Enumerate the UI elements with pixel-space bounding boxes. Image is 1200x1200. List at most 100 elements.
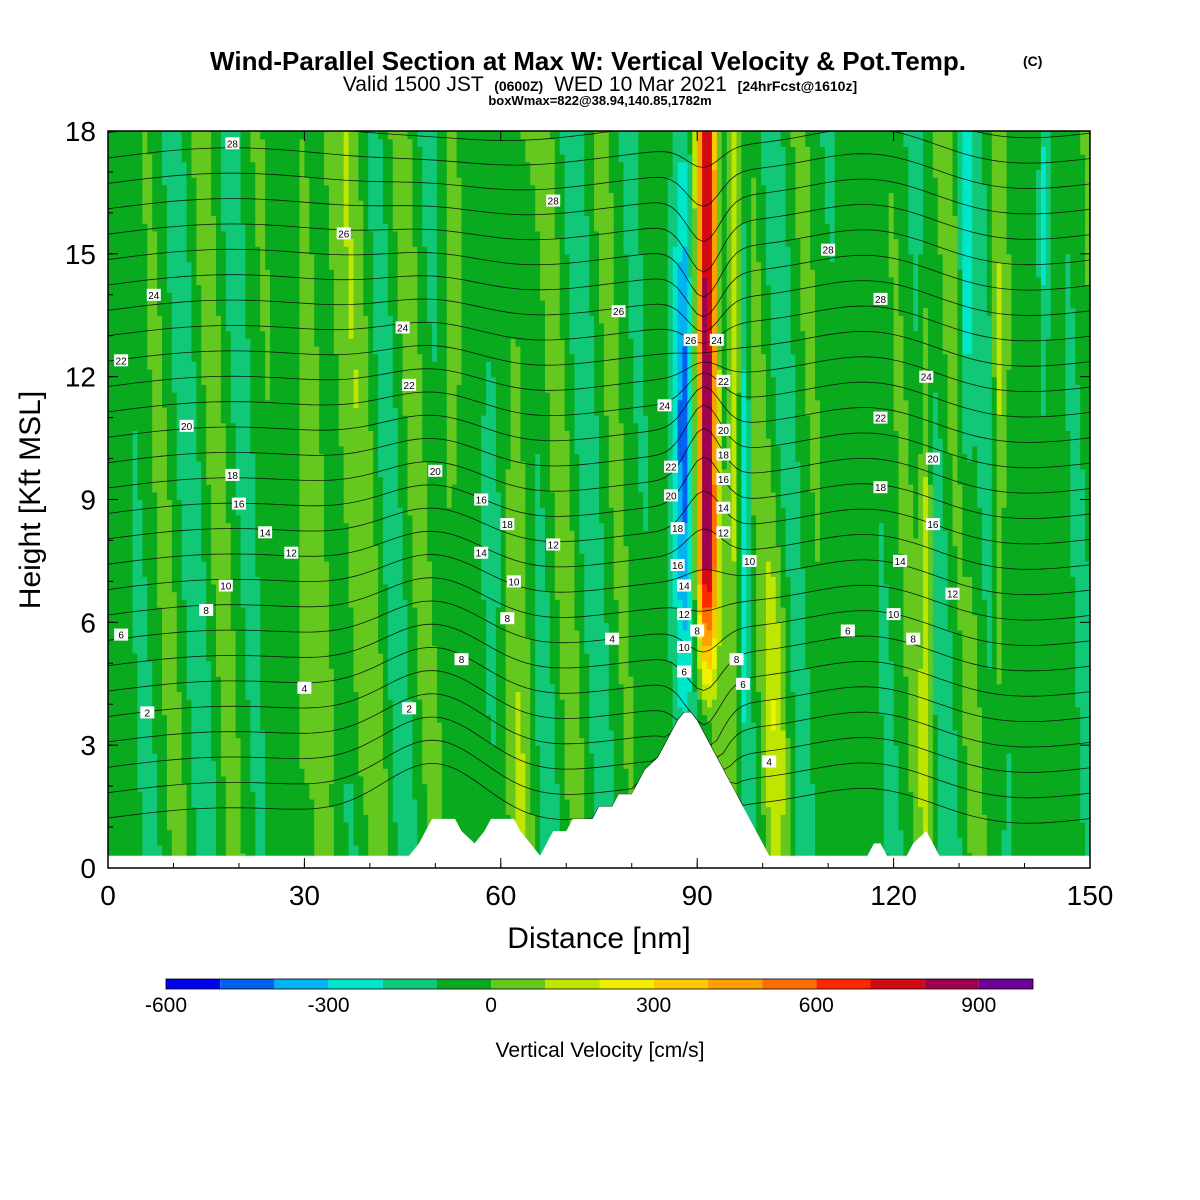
field-cell <box>314 814 320 822</box>
field-cell <box>187 837 193 845</box>
field-cell <box>191 185 197 193</box>
field-cell <box>172 714 178 722</box>
field-cell <box>167 707 173 715</box>
field-cell <box>319 622 325 630</box>
field-cell <box>221 438 227 446</box>
field-cell <box>128 837 134 845</box>
field-cell <box>147 684 153 692</box>
field-cell <box>206 645 212 653</box>
field-cell <box>182 745 188 753</box>
field-cell <box>113 338 119 346</box>
field-cell <box>137 354 143 362</box>
field-cell <box>191 653 197 661</box>
field-cell <box>290 691 296 699</box>
field-cell <box>108 453 114 461</box>
field-cell <box>123 423 129 431</box>
field-cell <box>295 331 301 339</box>
field-cell <box>334 246 340 254</box>
field-cell <box>358 569 364 577</box>
field-cell <box>255 308 261 316</box>
field-cell <box>206 131 212 139</box>
field-cell <box>334 592 340 600</box>
field-cell <box>191 392 197 400</box>
field-cell <box>245 469 251 477</box>
field-cell <box>137 745 143 753</box>
field-cell <box>226 438 232 446</box>
field-cell <box>241 784 247 792</box>
field-cell <box>108 584 114 592</box>
field-cell <box>206 476 212 484</box>
field-cell <box>108 438 114 446</box>
field-cell <box>334 661 340 669</box>
field-cell <box>211 576 217 584</box>
field-cell <box>260 438 266 446</box>
field-cell <box>299 561 305 569</box>
field-cell <box>299 837 305 845</box>
field-cell <box>334 208 340 216</box>
field-cell <box>191 492 197 500</box>
field-cell <box>108 400 114 408</box>
field-cell <box>250 492 256 500</box>
field-cell <box>265 799 271 807</box>
field-cell <box>182 438 188 446</box>
field-cell <box>236 768 242 776</box>
field-cell <box>314 745 320 753</box>
field-cell <box>319 192 325 200</box>
field-cell <box>260 569 266 577</box>
field-cell <box>255 338 261 346</box>
field-cell <box>187 745 193 753</box>
field-cell <box>314 315 320 323</box>
field-cell <box>314 430 320 438</box>
field-cell <box>142 768 148 776</box>
field-cell <box>133 469 139 477</box>
field-cell <box>216 837 222 845</box>
field-cell <box>260 599 266 607</box>
field-cell <box>339 569 345 577</box>
field-cell <box>344 277 350 285</box>
field-cell <box>128 346 134 354</box>
field-cell <box>133 292 139 300</box>
field-cell <box>211 561 217 569</box>
field-cell <box>241 200 247 208</box>
field-cell <box>285 561 291 569</box>
field-cell <box>236 691 242 699</box>
field-cell <box>349 538 355 546</box>
field-cell <box>167 576 173 584</box>
field-cell <box>295 177 301 185</box>
field-cell <box>128 423 134 431</box>
field-cell <box>324 430 330 438</box>
field-cell <box>275 676 281 684</box>
field-cell <box>142 822 148 830</box>
field-cell <box>118 615 124 623</box>
field-cell <box>221 638 227 646</box>
field-cell <box>319 269 325 277</box>
field-cell <box>334 500 340 508</box>
field-cell <box>329 292 335 300</box>
field-cell <box>319 515 325 523</box>
field-cell <box>354 354 360 362</box>
field-cell <box>147 807 153 815</box>
field-cell <box>172 837 178 845</box>
field-cell <box>275 446 281 454</box>
field-cell <box>157 162 163 170</box>
field-cell <box>349 262 355 270</box>
field-cell <box>236 354 242 362</box>
field-cell <box>265 139 271 147</box>
field-cell <box>118 315 124 323</box>
field-cell <box>123 546 129 554</box>
field-cell <box>133 146 139 154</box>
field-cell <box>275 285 281 293</box>
field-cell <box>191 607 197 615</box>
field-cell <box>339 684 345 692</box>
field-cell <box>245 737 251 745</box>
field-cell <box>216 745 222 753</box>
field-cell <box>324 415 330 423</box>
field-cell <box>358 200 364 208</box>
field-cell <box>231 661 237 669</box>
field-cell <box>123 492 129 500</box>
field-cell <box>260 507 266 515</box>
field-cell <box>128 546 134 554</box>
field-cell <box>128 492 134 500</box>
field-cell <box>142 162 148 170</box>
field-cell <box>250 622 256 630</box>
